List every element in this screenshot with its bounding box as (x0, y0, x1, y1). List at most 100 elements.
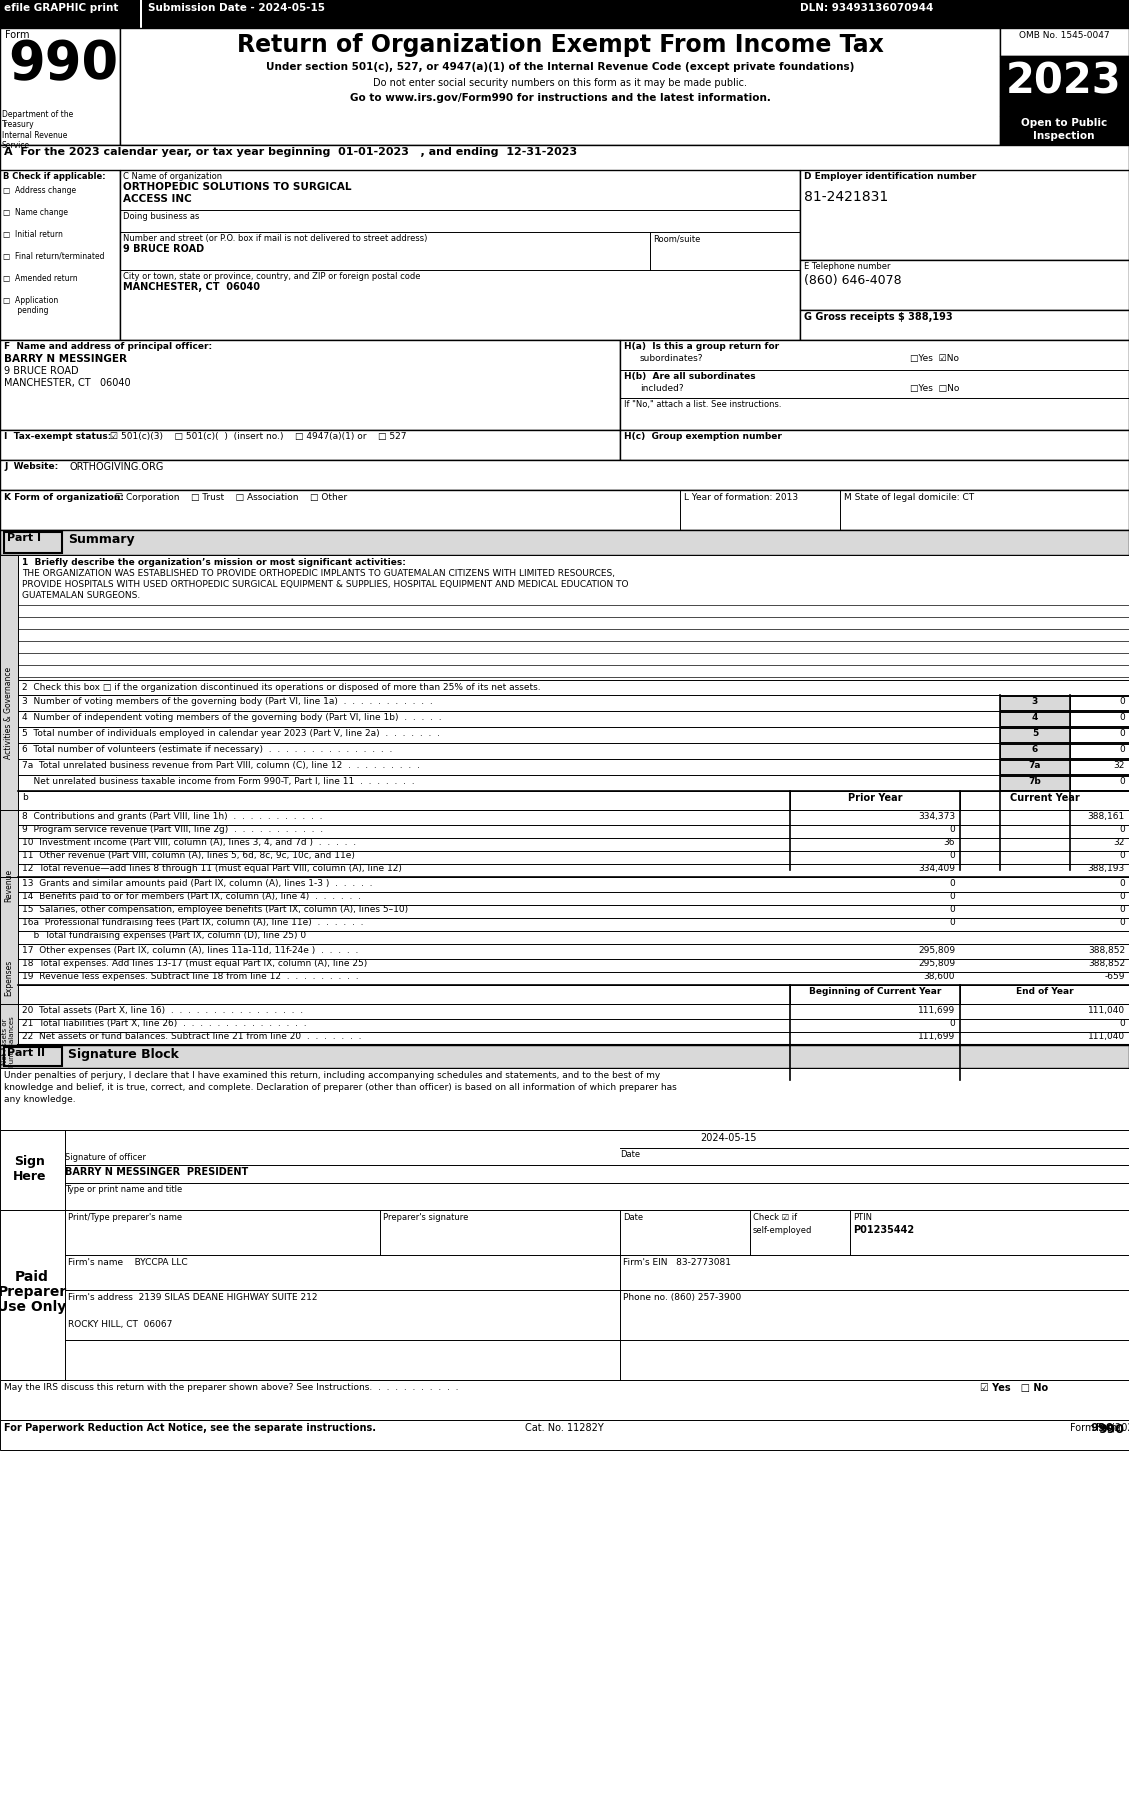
Text: Firm's EIN   83-2773081: Firm's EIN 83-2773081 (623, 1258, 730, 1267)
Bar (1070, 728, 1129, 742)
Text: Phone no. (860) 257-3900: Phone no. (860) 257-3900 (623, 1294, 742, 1303)
Text: 12  Total revenue—add lines 8 through 11 (must equal Part VIII, column (A), line: 12 Total revenue—add lines 8 through 11 … (21, 863, 402, 872)
Bar (1000, 728, 1070, 742)
Text: any knowledge.: any knowledge. (5, 1096, 76, 1105)
Text: E Telephone number: E Telephone number (804, 261, 891, 270)
Text: Room/suite: Room/suite (653, 234, 700, 243)
Text: J  Website:: J Website: (5, 461, 59, 470)
Text: Submission Date - 2024-05-15: Submission Date - 2024-05-15 (148, 4, 325, 13)
Bar (960, 986, 1129, 1004)
Text: Part I: Part I (7, 533, 41, 542)
Bar (1070, 696, 1129, 710)
Text: ORTHOPEDIC SOLUTIONS TO SURGICAL: ORTHOPEDIC SOLUTIONS TO SURGICAL (123, 182, 351, 193)
Text: 0: 0 (1119, 905, 1124, 914)
Text: 2024-05-15: 2024-05-15 (700, 1133, 756, 1142)
Text: □Yes  □No: □Yes □No (910, 384, 960, 393)
Text: M State of legal domicile: CT: M State of legal domicile: CT (844, 494, 974, 503)
Text: ORTHOGIVING.ORG: ORTHOGIVING.ORG (70, 461, 165, 472)
Text: Firm's name    BYCCPA LLC: Firm's name BYCCPA LLC (68, 1258, 187, 1267)
Text: □  Final return/terminated: □ Final return/terminated (3, 252, 105, 261)
Text: ROCKY HILL, CT  06067: ROCKY HILL, CT 06067 (68, 1321, 173, 1330)
Bar (960, 791, 1129, 811)
Text: Paid: Paid (15, 1270, 49, 1285)
Text: Date: Date (620, 1150, 640, 1159)
Text: Preparer's signature: Preparer's signature (383, 1213, 469, 1222)
Text: 32: 32 (1113, 838, 1124, 847)
Text: □  Application
      pending: □ Application pending (3, 296, 59, 315)
Text: included?: included? (640, 384, 684, 393)
Bar (140, 0, 142, 29)
Text: 15  Salaries, other compensation, employee benefits (Part IX, column (A), lines : 15 Salaries, other compensation, employe… (21, 905, 408, 914)
Text: 4  Number of independent voting members of the governing body (Part VI, line 1b): 4 Number of independent voting members o… (21, 714, 441, 723)
Bar (0, 530, 1129, 555)
Text: 0: 0 (1119, 714, 1124, 723)
Text: H(b)  Are all subordinates: H(b) Are all subordinates (624, 371, 755, 380)
Text: 17  Other expenses (Part IX, column (A), lines 11a-11d, 11f-24e )  .  .  .  .  .: 17 Other expenses (Part IX, column (A), … (21, 946, 358, 955)
Bar (1000, 744, 1070, 759)
Bar (5, 1047, 62, 1067)
Text: If "No," attach a list. See instructions.: If "No," attach a list. See instructions… (624, 400, 781, 409)
Text: 334,373: 334,373 (918, 813, 955, 822)
Text: 0: 0 (949, 892, 955, 901)
Bar (18, 555, 1129, 679)
Text: (860) 646-4078: (860) 646-4078 (804, 274, 902, 287)
Text: Firm's address  2139 SILAS DEANE HIGHWAY SUITE 212: Firm's address 2139 SILAS DEANE HIGHWAY … (68, 1294, 317, 1303)
Text: 9 BRUCE ROAD: 9 BRUCE ROAD (123, 243, 204, 254)
Text: 2  Check this box □ if the organization discontinued its operations or disposed : 2 Check this box □ if the organization d… (21, 683, 541, 692)
Text: 3: 3 (1032, 697, 1039, 706)
Text: A  For the 2023 calendar year, or tax year beginning  01-01-2023   , and ending : A For the 2023 calendar year, or tax yea… (5, 148, 577, 157)
Text: 990: 990 (8, 38, 119, 90)
Text: □  Initial return: □ Initial return (3, 231, 63, 240)
Bar (0, 341, 620, 431)
Text: PROVIDE HOSPITALS WITH USED ORTHOPEDIC SURGICAL EQUIPMENT & SUPPLIES, HOSPITAL E: PROVIDE HOSPITALS WITH USED ORTHOPEDIC S… (21, 580, 629, 589)
Bar (0, 29, 120, 144)
Bar (0, 811, 18, 960)
Text: 295,809: 295,809 (918, 946, 955, 955)
Text: 0: 0 (1119, 825, 1124, 834)
Text: L Year of formation: 2013: L Year of formation: 2013 (684, 494, 798, 503)
Text: End of Year: End of Year (1016, 987, 1074, 997)
Text: Doing business as: Doing business as (123, 213, 200, 222)
Text: 5: 5 (1032, 730, 1039, 739)
Text: MANCHESTER, CT   06040: MANCHESTER, CT 06040 (5, 378, 131, 387)
Bar (1070, 712, 1129, 726)
Text: K Form of organization:: K Form of organization: (5, 494, 124, 503)
Text: Activities & Governance: Activities & Governance (5, 667, 14, 759)
Bar (800, 169, 1129, 259)
Text: □  Name change: □ Name change (3, 207, 68, 216)
Bar (790, 791, 960, 811)
Text: 9 BRUCE ROAD: 9 BRUCE ROAD (5, 366, 79, 377)
Text: Preparer: Preparer (0, 1285, 67, 1299)
Text: For Paperwork Reduction Act Notice, see the separate instructions.: For Paperwork Reduction Act Notice, see … (5, 1424, 376, 1433)
Text: 0: 0 (949, 917, 955, 926)
Text: 0: 0 (1119, 697, 1124, 706)
Text: Form: Form (5, 31, 29, 40)
Bar (120, 29, 1000, 144)
Text: OMB No. 1545-0047: OMB No. 1545-0047 (1018, 31, 1110, 40)
Text: 334,409: 334,409 (918, 863, 955, 872)
Text: efile GRAPHIC print: efile GRAPHIC print (5, 4, 119, 13)
Text: Current Year: Current Year (1010, 793, 1079, 804)
Text: DLN: 93493136070944: DLN: 93493136070944 (800, 4, 934, 13)
Text: 388,852: 388,852 (1088, 959, 1124, 968)
Text: Under penalties of perjury, I declare that I have examined this return, includin: Under penalties of perjury, I declare th… (5, 1070, 660, 1079)
Text: 7b: 7b (1029, 777, 1041, 786)
Text: 0: 0 (1119, 777, 1124, 786)
Text: 990: 990 (1089, 1424, 1113, 1433)
Text: Inspection: Inspection (1033, 132, 1095, 141)
Text: 0: 0 (949, 879, 955, 888)
Text: Print/Type preparer's name: Print/Type preparer's name (68, 1213, 182, 1222)
Text: 11  Other revenue (Part VIII, column (A), lines 5, 6d, 8c, 9c, 10c, and 11e): 11 Other revenue (Part VIII, column (A),… (21, 851, 355, 860)
Text: H(a)  Is this a group return for: H(a) Is this a group return for (624, 342, 779, 351)
Text: Beginning of Current Year: Beginning of Current Year (808, 987, 942, 997)
Text: 22  Net assets or fund balances. Subtract line 21 from line 20  .  .  .  .  .  .: 22 Net assets or fund balances. Subtract… (21, 1033, 361, 1042)
Text: knowledge and belief, it is true, correct, and complete. Declaration of preparer: knowledge and belief, it is true, correc… (5, 1083, 676, 1092)
Text: Open to Public: Open to Public (1021, 117, 1108, 128)
Text: 388,852: 388,852 (1088, 946, 1124, 955)
Text: Signature of officer: Signature of officer (65, 1153, 146, 1162)
Text: 0: 0 (1119, 744, 1124, 753)
Bar (1000, 777, 1070, 789)
Text: Form: Form (1070, 1424, 1097, 1433)
Text: Department of the
Treasury
Internal Revenue
Service: Department of the Treasury Internal Reve… (2, 110, 73, 150)
Text: 0: 0 (1119, 917, 1124, 926)
